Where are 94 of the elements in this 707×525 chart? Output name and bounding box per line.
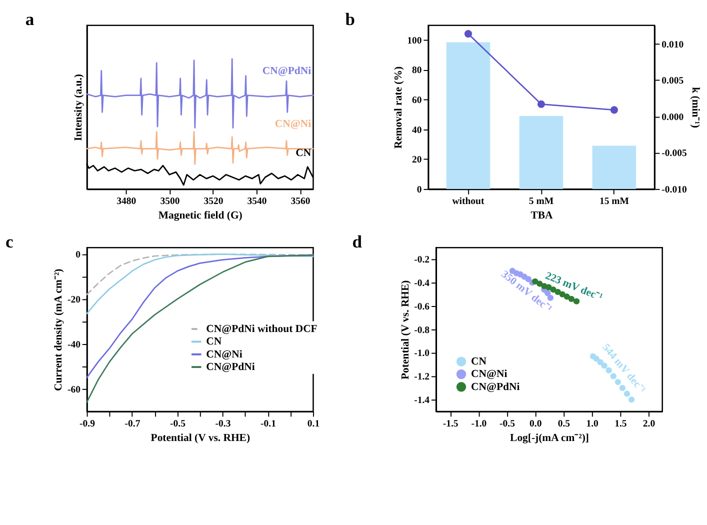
x-tick-label: 5 mM [528, 196, 554, 208]
y-axis-title: Intensity (a.u.) [72, 74, 84, 142]
y-tick-label: -40 [67, 339, 81, 350]
legend-label: CN@PdNi without DCF [206, 322, 318, 335]
x-tick-label: -0.7 [124, 418, 140, 430]
point [614, 378, 621, 386]
x-tick-label: 0.1 [307, 418, 320, 430]
legend-label: CN [471, 356, 487, 368]
x-tick-label: 0.0 [530, 418, 542, 430]
y-tick-label: -60 [67, 384, 81, 396]
legend-label: CN@Ni [206, 348, 242, 360]
line-series [86, 254, 314, 314]
x-tick-label: -0.9 [80, 418, 96, 430]
y-tick-label: 0 [76, 250, 81, 261]
point [536, 280, 543, 287]
series-label: CN@Ni [274, 118, 312, 130]
point [593, 356, 600, 362]
x-tick-label: 2.0 [642, 418, 656, 430]
point [546, 284, 552, 290]
y2-tick-label: -0.005 [662, 148, 687, 160]
y-tick-label: -0.2 [414, 254, 430, 266]
y-tick-label: 80 [412, 65, 422, 76]
x-tick-label: -1.0 [471, 418, 487, 430]
x-tick-label: 1.5 [614, 418, 627, 430]
y-axis-title: Removal rate (%) [392, 66, 404, 149]
x-tick-label: 3560 [290, 196, 310, 208]
x-tick-label: -0.1 [260, 418, 276, 430]
y-tick-label: 100 [407, 35, 422, 46]
y-tick-label: -0.4 [414, 278, 430, 289]
y-tick-label: -20 [67, 294, 81, 306]
y-tick-label: -0.6 [414, 301, 430, 312]
point [619, 384, 626, 391]
point [606, 367, 612, 374]
x-tick-label: without [452, 196, 485, 208]
y-tick-label: 40 [412, 124, 422, 136]
annotation: 544 mV dec⁻¹ [600, 342, 648, 396]
y-tick-label: -0.8 [414, 324, 430, 336]
y2-tick-label: 0.005 [662, 76, 684, 87]
series-label: CN@PdNi [262, 64, 312, 77]
point [559, 291, 566, 298]
point [628, 396, 635, 403]
x-tick-label: -0.5 [500, 418, 516, 430]
y-tick-label: -1.4 [414, 395, 430, 406]
bar [592, 146, 636, 189]
chart-title: d [352, 231, 362, 252]
chart-title: c [6, 231, 14, 252]
x-tick-label: 3480 [116, 196, 136, 208]
point [624, 390, 630, 397]
x-tick-label: -0.3 [215, 418, 231, 430]
y2-tick-label: 0.000 [662, 112, 684, 123]
y-tick-label: 60 [412, 95, 422, 106]
point [568, 296, 575, 302]
point [610, 106, 618, 114]
x-tick-label: 15 mM [599, 196, 629, 208]
chart-title: b [345, 9, 356, 30]
y2-tick-label: 0.010 [662, 39, 684, 50]
y2-tick-label: -0.010 [662, 184, 687, 196]
y-tick-label: -1.2 [414, 372, 430, 383]
point [601, 362, 608, 369]
x-axis-title: Magnetic field (G) [158, 210, 243, 222]
point [464, 30, 472, 38]
point [597, 359, 604, 366]
legend-label: CN@PdNi [471, 380, 520, 393]
x-tick-label: 0.5 [558, 418, 570, 430]
x-tick-label: 3520 [204, 196, 224, 208]
point [525, 276, 532, 282]
point [610, 373, 616, 380]
legend-label: CN@Ni [471, 368, 508, 380]
chart-title: a [25, 9, 34, 30]
y-tick-label: -1.0 [414, 348, 430, 360]
point [532, 278, 538, 284]
x-axis-title: Potential (V vs. RHE) [150, 432, 250, 444]
bar [519, 116, 564, 189]
y-tick-label: 20 [412, 154, 422, 166]
x-tick-label: 1.0 [586, 418, 599, 430]
y-tick-label: 0 [416, 184, 422, 196]
x-tick-label: 3540 [247, 196, 267, 208]
x-tick-label: -1.5 [442, 418, 458, 430]
point [550, 286, 556, 293]
x-axis-title: Log[-j(mA cm⁻²)] [510, 432, 589, 444]
x-tick-label: 3500 [160, 196, 180, 208]
series-label: CN [296, 146, 312, 159]
annotation: 223 mV dec⁻¹ [544, 270, 604, 304]
point [537, 100, 545, 108]
bar [446, 42, 490, 189]
y-axis-title: Potential (V vs. RHE) [399, 280, 412, 380]
point [564, 294, 570, 300]
x-axis-title: TBA [530, 210, 553, 222]
legend-label: CN@PdNi [206, 360, 255, 373]
legend-label: CN [206, 336, 222, 348]
y2-axis-title: k (min⁻¹) [690, 87, 702, 128]
x-tick-label: -0.5 [170, 418, 186, 430]
point [573, 298, 580, 304]
y-axis-title: Current density (mA cm⁻²) [52, 268, 65, 391]
